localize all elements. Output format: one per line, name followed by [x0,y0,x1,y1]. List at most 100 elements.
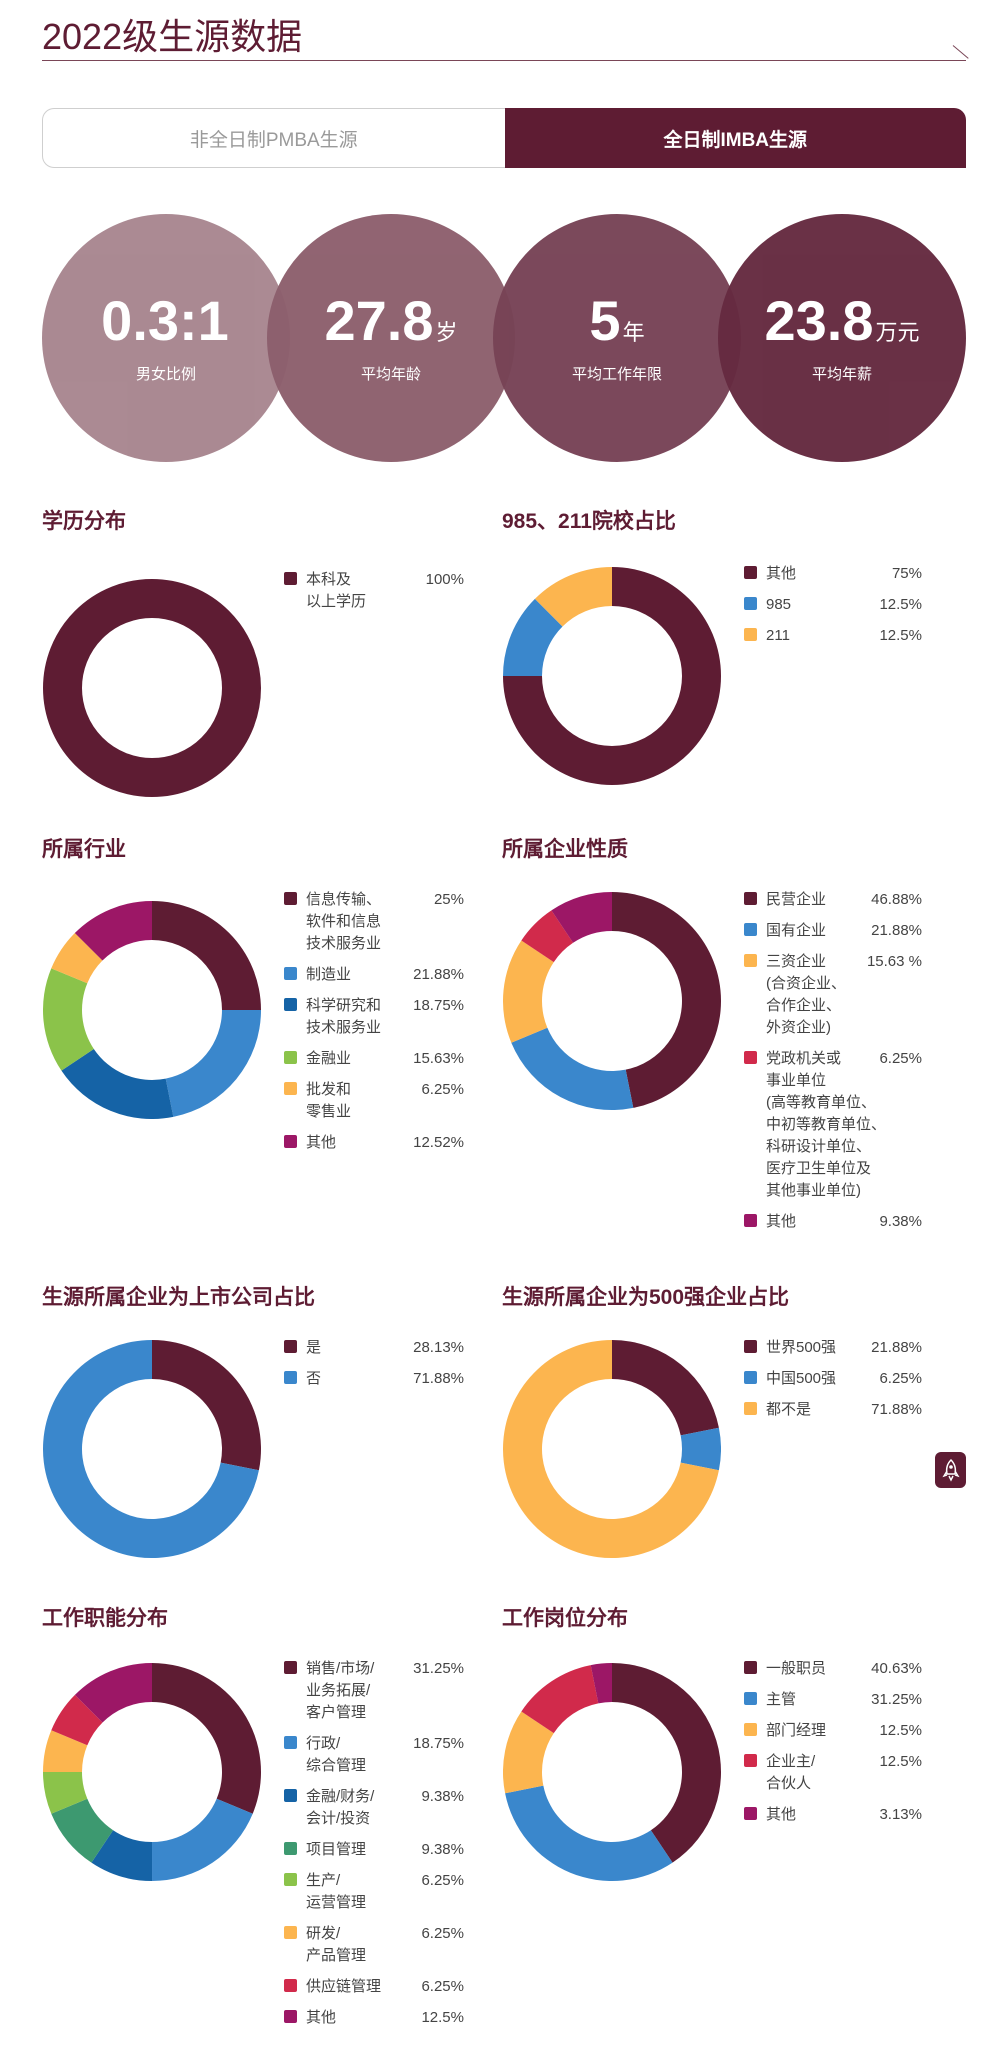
donut-slice [503,567,721,785]
legend-swatch [744,1340,757,1353]
legend-swatch [284,892,297,905]
legend-swatch [744,1754,757,1767]
legend-value: 25% [433,891,464,908]
legend-value: 12.5% [879,1722,922,1739]
donut-chart [43,1663,261,1881]
kpi-label: 平均年薪 [811,365,872,383]
donut-chart [43,901,261,1119]
donut-slice [51,1694,103,1746]
legend-label: 金融业 [306,1050,352,1067]
donut-slice [43,579,261,797]
legend-value: 6.25% [421,1978,464,1995]
donut-slice [612,892,721,1108]
legend-value: 6.25% [421,1081,464,1098]
kpi-average-salary: 23.8 万元 平均年薪 [718,214,966,462]
legend-value: 46.88% [871,891,922,908]
legend-swatch [284,1371,297,1384]
chart-title: 985、211院校占比 [502,510,676,533]
legend-swatch [744,566,757,579]
legend-value: 9.38% [421,1788,464,1805]
chart-title: 工作岗位分布 [502,1607,628,1630]
donut-chart [503,1663,721,1881]
donut-slice [43,1730,88,1772]
legend-label: 生产/ 运营管理 [306,1872,367,1911]
donut-slice [551,892,612,943]
donut-chart [43,1340,261,1558]
kpi-label: 平均年龄 [360,365,421,383]
legend-swatch [744,1051,757,1064]
donut-chart [43,579,261,797]
legend-label: 项目管理 [306,1841,367,1858]
legend-value: 12.5% [879,596,922,613]
legend-swatch [744,1723,757,1736]
legend-swatch [284,967,297,980]
kpi-unit: 万元 [875,319,920,345]
legend-value: 31.25% [413,1660,464,1677]
legend-swatch [284,1340,297,1353]
legend-label: 信息传输、 软件和信息 技术服务业 [306,891,382,952]
title-divider-hook [952,45,969,59]
donut-slice [152,1798,253,1881]
legend-swatch [284,1135,297,1148]
legend-label: 985 [766,596,792,613]
legend-value: 21.88% [413,966,464,983]
legend-value: 31.25% [871,1691,922,1708]
legend-value: 40.63% [871,1660,922,1677]
donut-chart [503,1340,721,1558]
legend-swatch [284,1926,297,1939]
rocket-icon [941,1458,960,1482]
donut-slice [165,1009,261,1117]
donut-slice [51,933,103,984]
legend-swatch [284,1789,297,1802]
legend-swatch [744,892,757,905]
legend-label: 制造业 [306,966,352,983]
legend-swatch [284,1873,297,1886]
donut-slice [152,1340,261,1471]
legend-swatch [744,1807,757,1820]
donut-slice [152,1663,261,1814]
legend-value: 15.63 % [866,953,922,970]
legend-swatch [744,954,757,967]
legend-label: 国有企业 [766,922,827,939]
chart-title: 生源所属企业为500强企业占比 [502,1286,790,1309]
legend-label: 其他 [766,1806,797,1823]
legend-swatch [284,572,297,585]
legend-swatch [744,1371,757,1384]
legend-value: 21.88% [871,1339,922,1356]
legend-label: 行政/ 综合管理 [306,1735,367,1774]
tab-pmba[interactable]: 非全日制PMBA生源 [42,108,505,168]
legend-value: 12.5% [879,627,922,644]
kpi-average-age: 27.8 岁 平均年龄 [267,214,515,462]
legend-label: 供应链管理 [306,1978,382,1995]
legend-label: 研发/ 产品管理 [306,1925,367,1964]
tab-imba[interactable]: 全日制IMBA生源 [504,108,966,168]
donut-slice [51,1798,114,1863]
chart-title: 学历分布 [42,510,126,533]
chart-title: 所属行业 [42,838,126,861]
legend-label: 科学研究和 技术服务业 [306,997,382,1036]
kpi-value: 5 [589,288,621,352]
donut-slice [521,1665,599,1734]
legend-label: 其他 [306,1134,337,1151]
legend-label: 本科及 以上学历 [306,571,367,610]
legend-value: 28.13% [413,1339,464,1356]
legend-label: 世界500强 [766,1339,837,1356]
donut-slice [152,901,261,1010]
legend-value: 12.5% [879,1753,922,1770]
legend-value: 6.25% [421,1872,464,1889]
legend-label: 是 [306,1339,322,1356]
legend-swatch [744,1692,757,1705]
donut-chart [503,892,721,1110]
donut-slice [74,1663,152,1723]
back-to-top-button[interactable] [935,1452,966,1488]
legend-value: 6.25% [879,1370,922,1387]
donut-chart [503,567,721,785]
donut-slice [503,1711,554,1794]
chart-title: 工作职能分布 [42,1607,168,1630]
donut-slice [680,1427,721,1471]
legend-swatch [744,628,757,641]
legend-label: 企业主/ 合伙人 [766,1753,816,1792]
legend-label: 其他 [766,1213,797,1230]
